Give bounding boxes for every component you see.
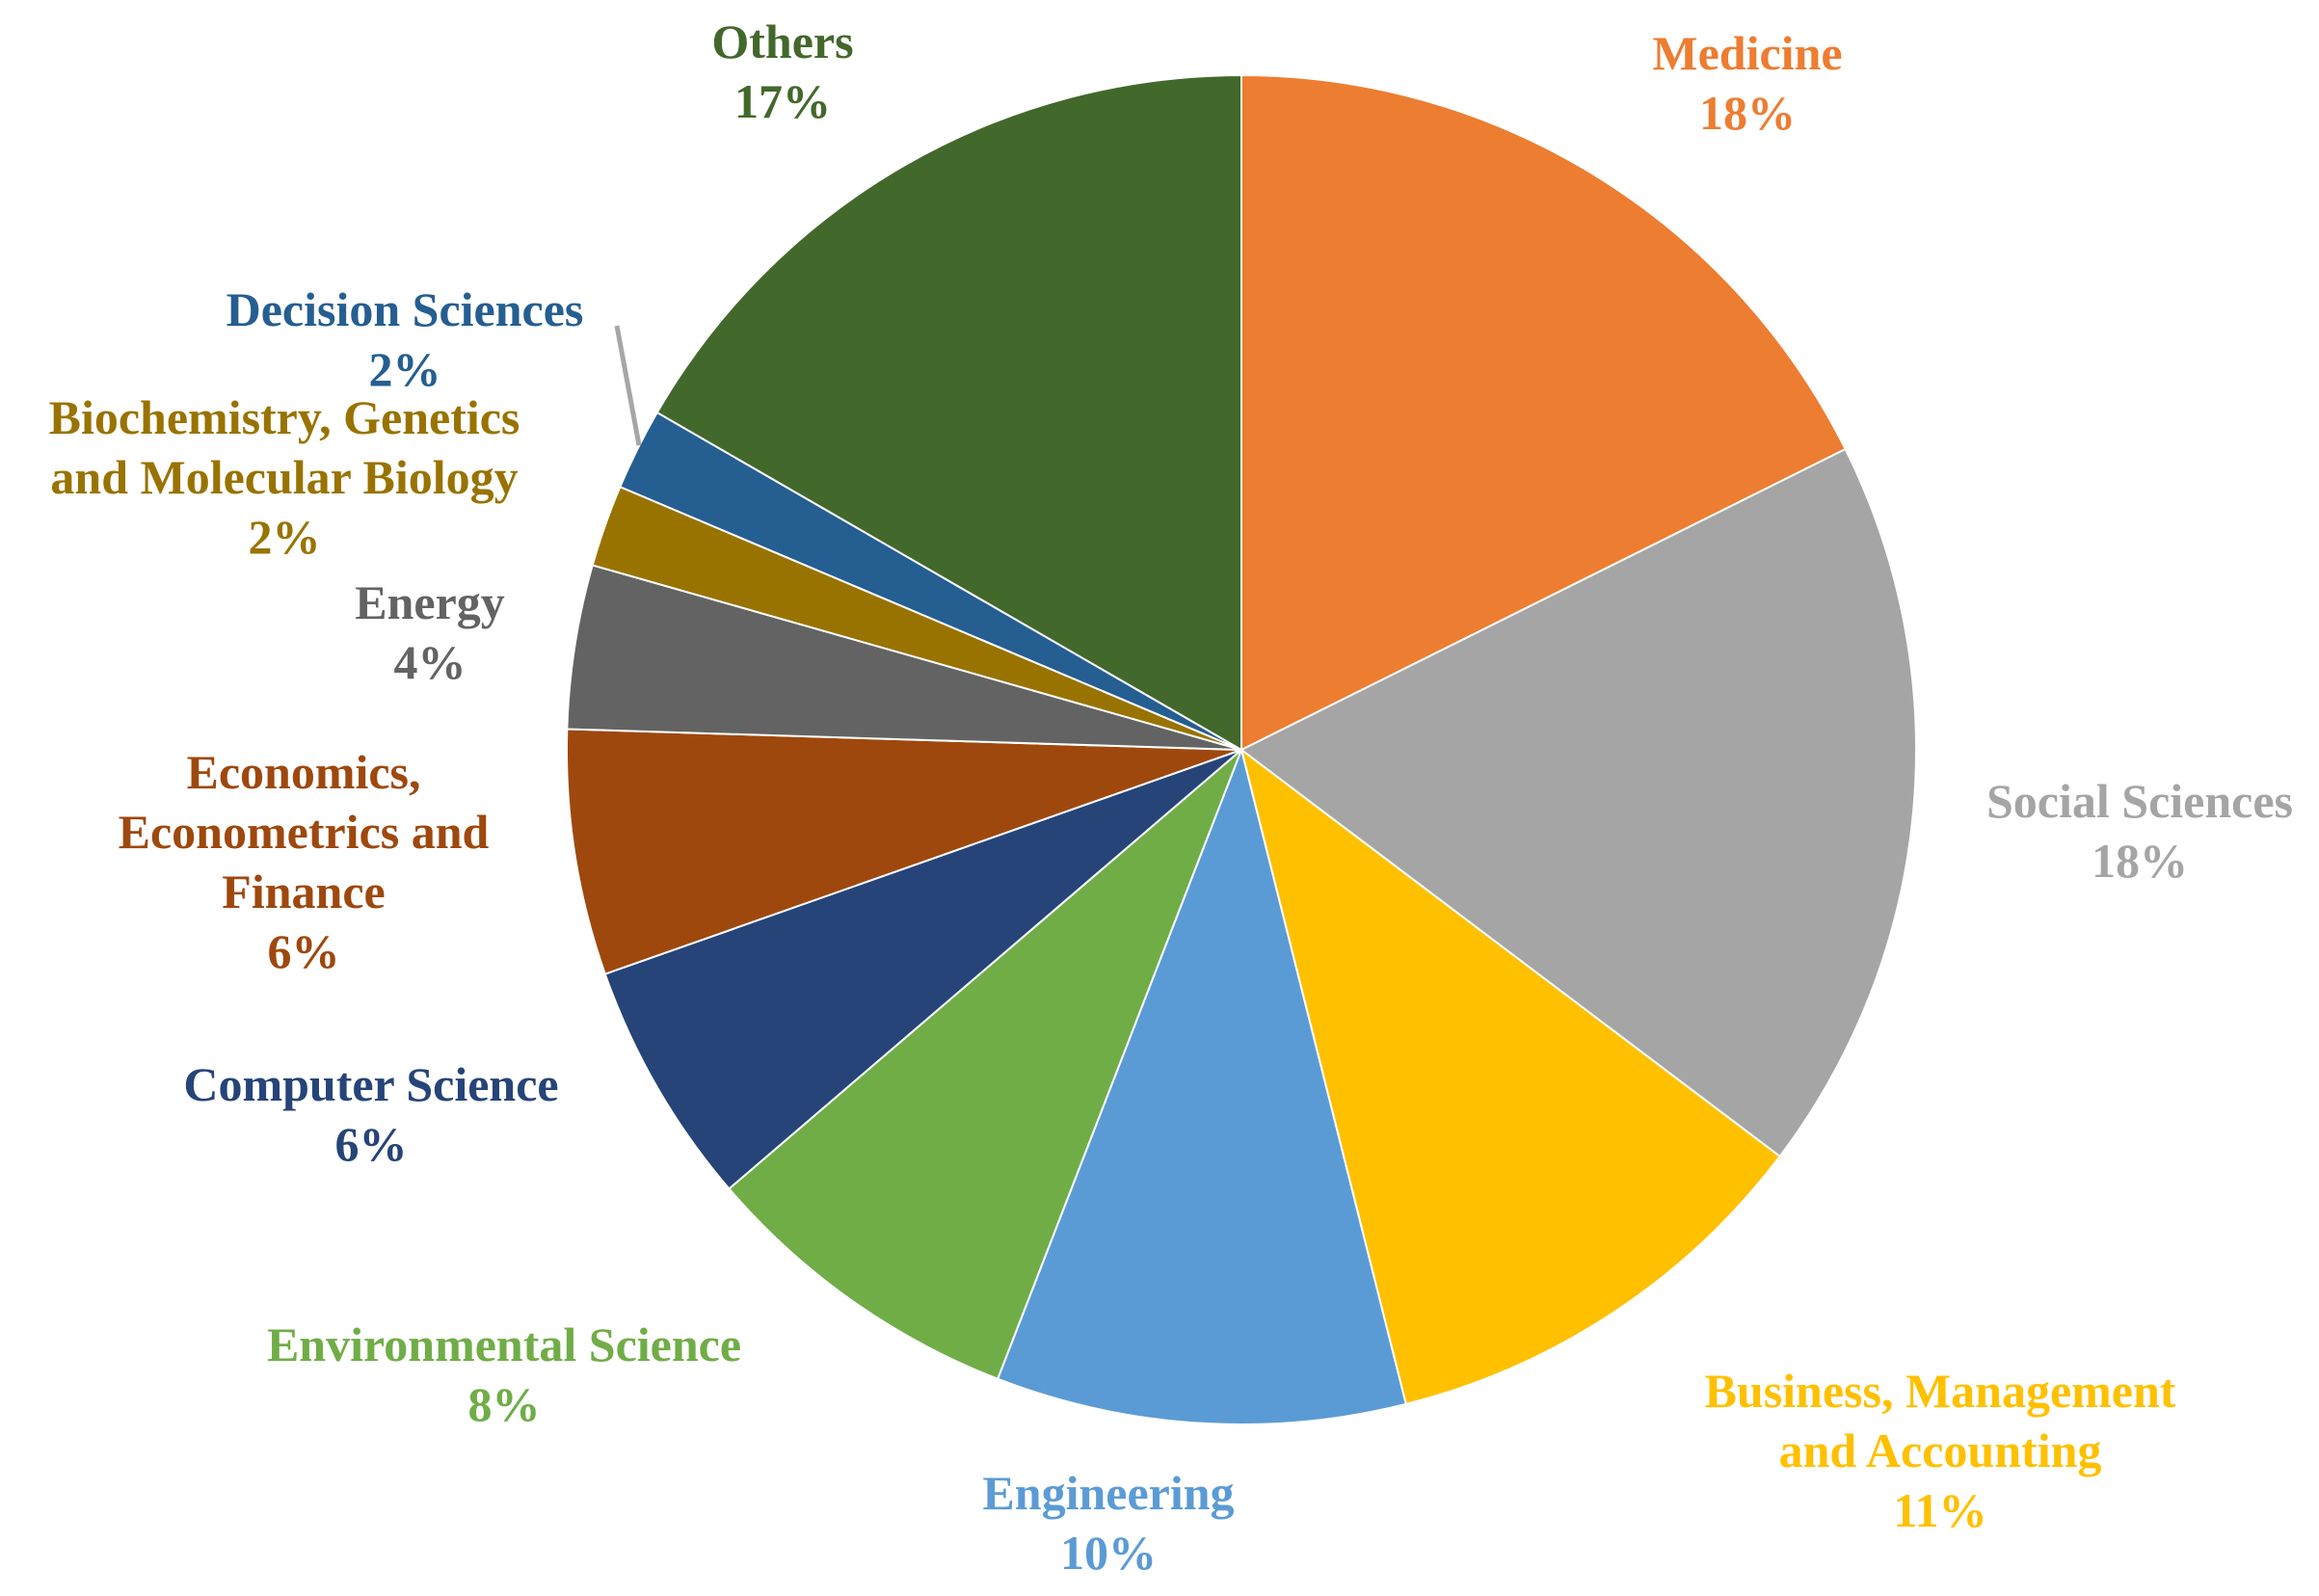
pie-slice-medicine [1240,73,1847,752]
leader-lines [614,325,642,446]
pie-slice-environmental-science [728,749,1242,1381]
data-labels: Medicine 18% Social Sciences 18% Business, M… [49,14,2293,1580]
data-label-percent: 6% [268,924,340,978]
pie-slice-business-management-and-accounting [1239,747,1782,1406]
data-label-medicine: Medicine 18% [1652,26,1842,140]
data-label-percent: 18% [1699,86,1796,140]
data-label-percent: 4% [394,635,466,689]
data-label-energy: Energy 4% [355,575,505,689]
data-label-computer-science: Computer Science 6% [183,1057,558,1171]
data-label-biochemistry-genetics-and-molecular-biology: Biochemistry, Genetics and Molecular Biol… [49,390,520,564]
data-label-percent: 11% [1893,1483,1986,1537]
data-label-percent: 6% [335,1117,408,1171]
data-label-name-line: Medicine [1652,26,1842,80]
data-label-name-line: Computer Science [183,1057,558,1111]
data-label-name-line: and Molecular Biology [50,450,518,504]
data-label-name-line: Economics, [186,745,420,799]
data-label-name-line: Biochemistry, Genetics [49,390,520,444]
data-label-social-sciences: Social Sciences 18% [1986,774,2293,888]
data-label-name-line: Econometrics and [119,805,490,859]
pie-slice-others [655,73,1242,752]
data-label-economics-econometrics-and-finance: Economics, Econometrics and Finance 6% [119,745,490,978]
data-label-percent: 18% [2092,834,2188,888]
data-label-decision-sciences: Decision Sciences 2% [227,282,584,396]
data-label-name-line: Business, Management [1705,1364,2176,1418]
data-label-percent: 17% [734,74,831,128]
pie-slice-engineering [996,746,1407,1426]
data-label-percent: 8% [468,1377,541,1431]
pie-slice-social-sciences [1239,447,1917,1158]
data-label-name-line: Others [711,14,853,68]
pie-slices [565,73,1917,1426]
data-label-name-line: Finance [222,864,385,918]
data-label-others: Others 17% [711,14,853,128]
data-label-engineering: Engineering 10% [982,1466,1234,1580]
pie-slice-economics-econometrics-and-finance [565,728,1242,975]
data-label-percent: 10% [1060,1526,1157,1580]
data-label-name-line: Social Sciences [1986,774,2293,828]
data-label-business-management-and-accounting: Business, Management and Accounting 11% [1705,1364,2176,1537]
data-label-name-line: Decision Sciences [227,282,584,336]
data-label-name-line: Engineering [982,1466,1234,1520]
data-label-environmental-science: Environmental Science 8% [267,1317,741,1431]
data-label-percent: 2% [249,510,321,564]
leader-line-decision-sciences [614,325,642,446]
data-label-name-line: Environmental Science [267,1317,741,1371]
data-label-name-line: Energy [355,575,505,629]
pie-slice-computer-science [603,749,1242,1190]
data-label-percent: 2% [369,342,441,396]
data-label-name-line: and Accounting [1779,1423,2102,1477]
